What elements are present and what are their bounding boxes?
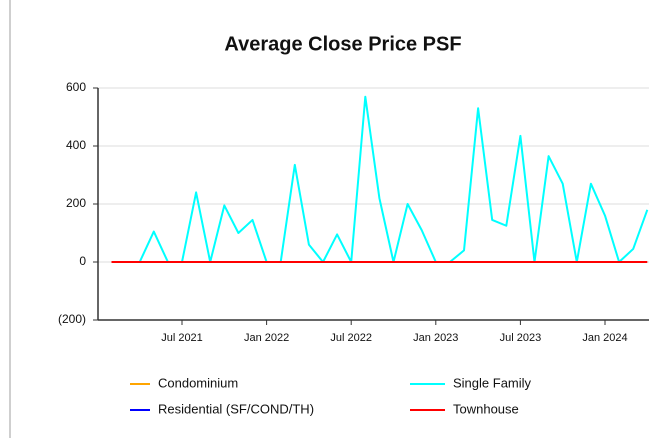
legend-label: Single Family bbox=[453, 375, 532, 390]
chart-title: Average Close Price PSF bbox=[224, 33, 461, 55]
x-tick-label: Jul 2022 bbox=[330, 332, 372, 344]
legend-label: Condominium bbox=[158, 375, 238, 390]
y-tick-label: 400 bbox=[66, 138, 86, 152]
x-tick-label: Jan 2023 bbox=[413, 332, 458, 344]
y-tick-label: (200) bbox=[58, 312, 86, 326]
x-tick-label: Jan 2022 bbox=[244, 332, 289, 344]
y-tick-label: 200 bbox=[66, 196, 86, 210]
x-tick-label: Jul 2023 bbox=[500, 332, 542, 344]
x-tick-label: Jul 2021 bbox=[161, 332, 203, 344]
legend-label: Townhouse bbox=[453, 401, 519, 416]
y-tick-label: 0 bbox=[79, 254, 86, 268]
y-tick-label: 600 bbox=[66, 80, 86, 94]
x-tick-label: Jan 2024 bbox=[582, 332, 627, 344]
legend-label: Residential (SF/COND/TH) bbox=[158, 401, 314, 416]
